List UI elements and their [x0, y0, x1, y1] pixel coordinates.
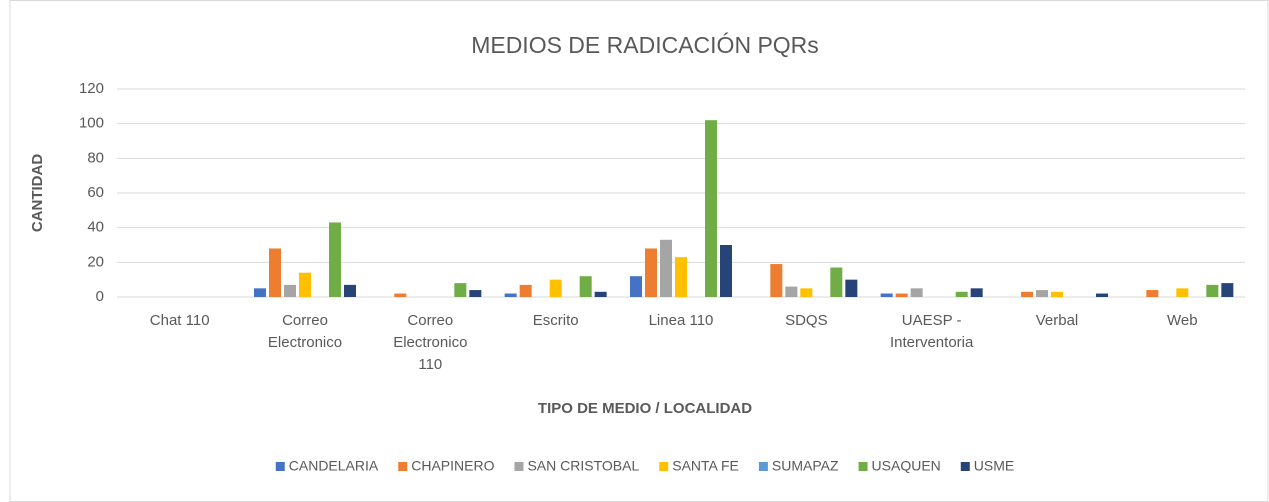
bar	[469, 290, 482, 297]
y-tick-label: 0	[96, 288, 104, 305]
bar	[299, 272, 311, 297]
legend-label: SANTA FE	[672, 458, 739, 474]
legend-swatch	[858, 462, 868, 471]
bar	[254, 288, 266, 297]
bar	[955, 291, 968, 297]
bar	[1206, 284, 1219, 297]
y-axis-title: CANTIDAD	[29, 154, 46, 232]
chart-border	[9, 0, 1269, 502]
x-tick-label: UAESP - Interventoria	[889, 312, 974, 351]
y-tick-label: 100	[79, 115, 104, 132]
bar	[394, 293, 407, 297]
bar	[910, 288, 923, 297]
bar	[1051, 291, 1063, 297]
legend-label: USME	[974, 458, 1014, 474]
legend-label: CANDELARIA	[289, 458, 379, 474]
bar	[1176, 288, 1189, 297]
bar	[549, 279, 562, 297]
bar	[630, 276, 642, 297]
bar	[269, 248, 281, 297]
bar	[1146, 290, 1159, 297]
y-tick-label: 20	[87, 253, 104, 270]
bar	[1221, 283, 1234, 297]
bar	[970, 288, 983, 297]
bar	[1096, 293, 1108, 297]
x-tick-label: Web	[1167, 312, 1198, 329]
x-tick-label: Escrito	[532, 312, 579, 329]
legend-label: CHAPINERO	[411, 458, 494, 474]
bar	[594, 291, 607, 297]
legend-swatch	[275, 462, 285, 471]
y-tick-label: 120	[79, 80, 104, 97]
legend-swatch	[514, 462, 524, 471]
bar	[660, 239, 672, 297]
bar	[845, 279, 858, 297]
x-tick-label: Linea 110	[648, 312, 714, 329]
bar	[880, 293, 893, 297]
x-tick-label: Chat 110	[149, 312, 210, 329]
bar	[645, 248, 657, 297]
y-tick-label: 40	[87, 219, 104, 236]
x-axis-title: TIPO DE MEDIO / LOCALIDAD	[538, 400, 752, 417]
legend-label: USAQUEN	[872, 458, 941, 474]
bar	[720, 245, 732, 297]
legend-label: SAN CRISTOBAL	[527, 458, 639, 474]
bar	[785, 286, 798, 297]
bar	[1021, 291, 1033, 297]
legend-swatch	[659, 462, 669, 471]
legend-swatch	[960, 462, 970, 471]
bar	[800, 288, 813, 297]
x-tick-label: Verbal	[1035, 312, 1079, 329]
x-tick-label: Correo Electronico	[267, 312, 343, 351]
bar	[579, 276, 592, 297]
bar	[504, 293, 517, 297]
bar	[705, 120, 717, 297]
chart-title: MEDIOS DE RADICACIÓN PQRs	[471, 32, 819, 58]
bar	[770, 264, 783, 297]
bar	[1036, 290, 1048, 297]
bar	[284, 284, 296, 297]
x-tick-label: SDQS	[785, 312, 828, 329]
x-tick-label: Correo Electronico 110	[393, 312, 468, 373]
bar	[454, 283, 467, 297]
bar	[519, 284, 532, 297]
bar	[344, 284, 356, 297]
legend-swatch	[758, 462, 768, 471]
legend-label: SUMAPAZ	[772, 458, 839, 474]
bar	[830, 267, 843, 297]
y-tick-label: 80	[87, 149, 104, 166]
bar	[895, 293, 908, 297]
bar	[675, 257, 687, 297]
legend-swatch	[398, 462, 408, 471]
y-tick-label: 60	[87, 184, 104, 201]
bar	[329, 222, 341, 297]
